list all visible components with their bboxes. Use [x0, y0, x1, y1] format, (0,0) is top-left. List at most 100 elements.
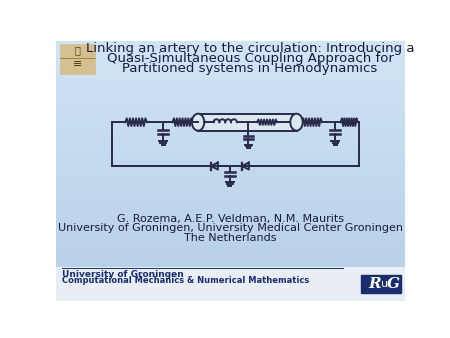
Bar	[56, 138, 405, 139]
Bar	[56, 193, 405, 194]
Bar	[56, 119, 405, 120]
Bar	[56, 159, 405, 160]
Bar	[56, 116, 405, 117]
Bar	[56, 231, 405, 232]
Bar	[56, 251, 405, 252]
Bar	[56, 111, 405, 112]
Bar	[56, 130, 405, 132]
Bar	[56, 256, 405, 257]
Bar	[56, 194, 405, 196]
Bar	[56, 156, 405, 157]
Bar	[56, 149, 405, 150]
Bar	[56, 89, 405, 90]
Bar	[56, 198, 405, 199]
Text: The Netherlands: The Netherlands	[184, 233, 277, 243]
Text: G. Rozema, A.E.P. Veldman, N.M. Maurits: G. Rozema, A.E.P. Veldman, N.M. Maurits	[117, 214, 344, 224]
Bar	[56, 49, 405, 50]
Bar	[56, 252, 405, 254]
Bar	[198, 114, 297, 131]
Bar	[56, 258, 405, 259]
Bar	[56, 86, 405, 87]
Bar	[361, 275, 401, 293]
Bar	[56, 203, 405, 205]
Bar	[56, 139, 405, 140]
Bar	[56, 154, 405, 156]
Bar	[56, 129, 405, 130]
Bar	[56, 142, 405, 143]
Bar	[56, 187, 405, 188]
Bar	[56, 54, 405, 55]
Text: Partitioned systems in Hemodynamics: Partitioned systems in Hemodynamics	[122, 62, 378, 75]
Bar	[56, 56, 405, 58]
Bar	[56, 216, 405, 217]
Text: 🏛: 🏛	[74, 45, 80, 55]
Bar	[56, 196, 405, 197]
Bar	[56, 202, 405, 203]
Bar	[56, 166, 405, 167]
Bar	[56, 243, 405, 245]
Bar	[56, 80, 405, 81]
Bar	[56, 242, 405, 243]
Bar	[56, 74, 405, 75]
Bar	[56, 254, 405, 255]
Bar	[56, 53, 405, 54]
Bar	[56, 93, 405, 94]
Bar	[56, 172, 405, 173]
Bar	[56, 66, 405, 67]
Bar	[56, 127, 405, 128]
Text: ≡: ≡	[72, 59, 82, 69]
Bar	[56, 134, 405, 135]
Bar	[56, 59, 405, 60]
Bar	[56, 58, 405, 59]
Bar	[56, 133, 405, 134]
Bar	[56, 226, 405, 227]
Bar	[56, 153, 405, 154]
Bar	[56, 191, 405, 192]
Bar	[56, 118, 405, 119]
Bar	[56, 206, 405, 207]
Bar	[56, 225, 405, 226]
Bar	[56, 144, 405, 145]
Bar	[56, 98, 405, 99]
Bar	[56, 75, 405, 76]
Bar	[56, 51, 405, 52]
Bar	[56, 140, 405, 141]
Bar	[56, 215, 405, 216]
Text: University of Groningen, University Medical Center Groningen: University of Groningen, University Medi…	[58, 223, 403, 234]
Bar	[56, 266, 405, 267]
Bar	[56, 101, 405, 102]
Bar	[56, 208, 405, 209]
Bar	[56, 222, 405, 223]
Bar	[56, 96, 405, 98]
Bar	[56, 224, 405, 225]
Bar	[56, 63, 405, 65]
Bar	[56, 217, 405, 218]
Bar	[56, 250, 405, 251]
Text: Quasi-Simultaneous Coupling Approach for: Quasi-Simultaneous Coupling Approach for	[107, 52, 393, 65]
Bar	[56, 110, 405, 111]
Bar	[56, 184, 405, 185]
Bar	[56, 135, 405, 136]
Bar	[56, 108, 405, 109]
Bar	[56, 168, 405, 169]
Bar	[56, 123, 405, 124]
Bar	[56, 239, 405, 240]
Bar	[56, 94, 405, 95]
Bar	[56, 95, 405, 96]
Bar	[56, 55, 405, 56]
Bar	[56, 76, 405, 77]
Bar	[56, 47, 405, 49]
Bar	[56, 62, 405, 63]
Bar	[56, 136, 405, 138]
Bar	[56, 103, 405, 104]
Text: Computational Mechanics & Numerical Mathematics: Computational Mechanics & Numerical Math…	[62, 276, 309, 285]
Bar	[56, 192, 405, 193]
Bar	[56, 167, 405, 168]
Bar	[56, 175, 405, 176]
Bar	[56, 265, 405, 266]
Bar	[56, 141, 405, 142]
Bar	[56, 41, 405, 42]
Bar	[56, 126, 405, 127]
Bar	[56, 61, 405, 62]
Bar	[56, 247, 405, 248]
